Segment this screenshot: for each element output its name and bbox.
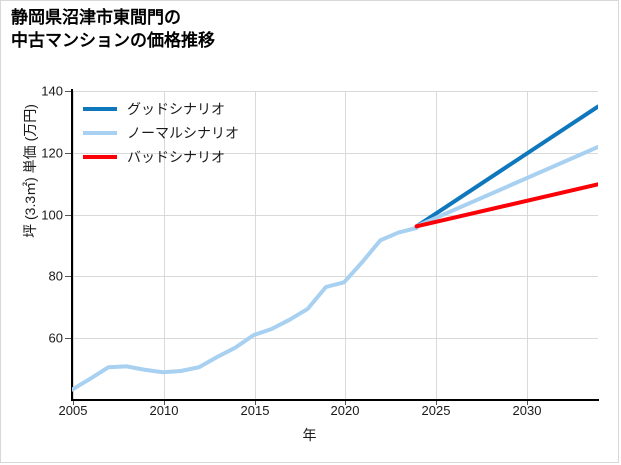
ytick-label-140: 140 xyxy=(41,83,63,99)
xtick-label-2015: 2015 xyxy=(240,403,270,418)
chart-legend: グッドシナリオ ノーマルシナリオ バッドシナリオ xyxy=(81,95,245,171)
ytick-label-60: 60 xyxy=(48,330,63,346)
xtick-label-2010: 2010 xyxy=(149,403,179,418)
ytick-mark-60 xyxy=(65,338,72,339)
gridline-x-2010 xyxy=(164,91,165,399)
gridline-y-100 xyxy=(72,215,598,216)
ytick-mark-140 xyxy=(65,91,72,92)
line-history xyxy=(72,225,419,392)
legend-label-bad: バッドシナリオ xyxy=(127,149,225,165)
xtick-mark-2020 xyxy=(345,399,346,405)
xtick-mark-2005 xyxy=(73,399,74,405)
ytick-label-120: 120 xyxy=(41,145,63,161)
gridline-x-2025 xyxy=(436,91,437,399)
plot-area xyxy=(72,104,598,392)
xtick-label-2005: 2005 xyxy=(58,403,88,418)
legend-label-good: グッドシナリオ xyxy=(127,101,225,117)
y-axis-label: 坪 (3.3㎡) 単価 (万円) xyxy=(22,104,38,238)
xtick-mark-2030 xyxy=(527,399,528,405)
legend-item-normal: ノーマルシナリオ xyxy=(83,121,239,145)
legend-item-bad: バッドシナリオ xyxy=(83,145,239,169)
ytick-mark-80 xyxy=(65,276,72,277)
gridline-y-80 xyxy=(72,276,598,277)
gridline-x-2020 xyxy=(345,91,346,399)
x-axis-label: 年 xyxy=(302,427,317,443)
xtick-mark-2025 xyxy=(436,399,437,405)
y-axis-spine xyxy=(71,89,73,401)
legend-item-good: グッドシナリオ xyxy=(83,97,239,121)
xtick-label-2025: 2025 xyxy=(421,403,451,418)
legend-label-normal: ノーマルシナリオ xyxy=(127,125,239,141)
ytick-mark-120 xyxy=(65,153,72,154)
ytick-label-100: 100 xyxy=(41,207,63,223)
gridline-y-60 xyxy=(72,338,598,339)
line-good-scenario xyxy=(414,104,598,229)
xtick-mark-2015 xyxy=(255,399,256,405)
line-bad-scenario xyxy=(414,182,598,229)
gridline-y-120 xyxy=(72,153,598,154)
xtick-label-2030: 2030 xyxy=(512,403,542,418)
gridline-x-2015 xyxy=(255,91,256,399)
xtick-mark-2010 xyxy=(164,399,165,405)
ytick-label-80: 80 xyxy=(48,268,63,284)
x-axis-spine xyxy=(71,399,599,401)
line-normal-scenario xyxy=(414,145,598,229)
legend-swatch-good-icon xyxy=(83,107,117,111)
legend-swatch-normal-icon xyxy=(83,131,117,135)
gridline-x-2030 xyxy=(527,91,528,399)
legend-swatch-bad-icon xyxy=(83,155,117,159)
gridline-x-2005 xyxy=(73,91,74,399)
gridline-y-140 xyxy=(72,91,598,92)
ytick-mark-100 xyxy=(65,215,72,216)
xtick-label-2020: 2020 xyxy=(330,403,360,418)
page-title: 静岡県沼津市東間門の 中古マンションの価格推移 xyxy=(11,8,215,50)
